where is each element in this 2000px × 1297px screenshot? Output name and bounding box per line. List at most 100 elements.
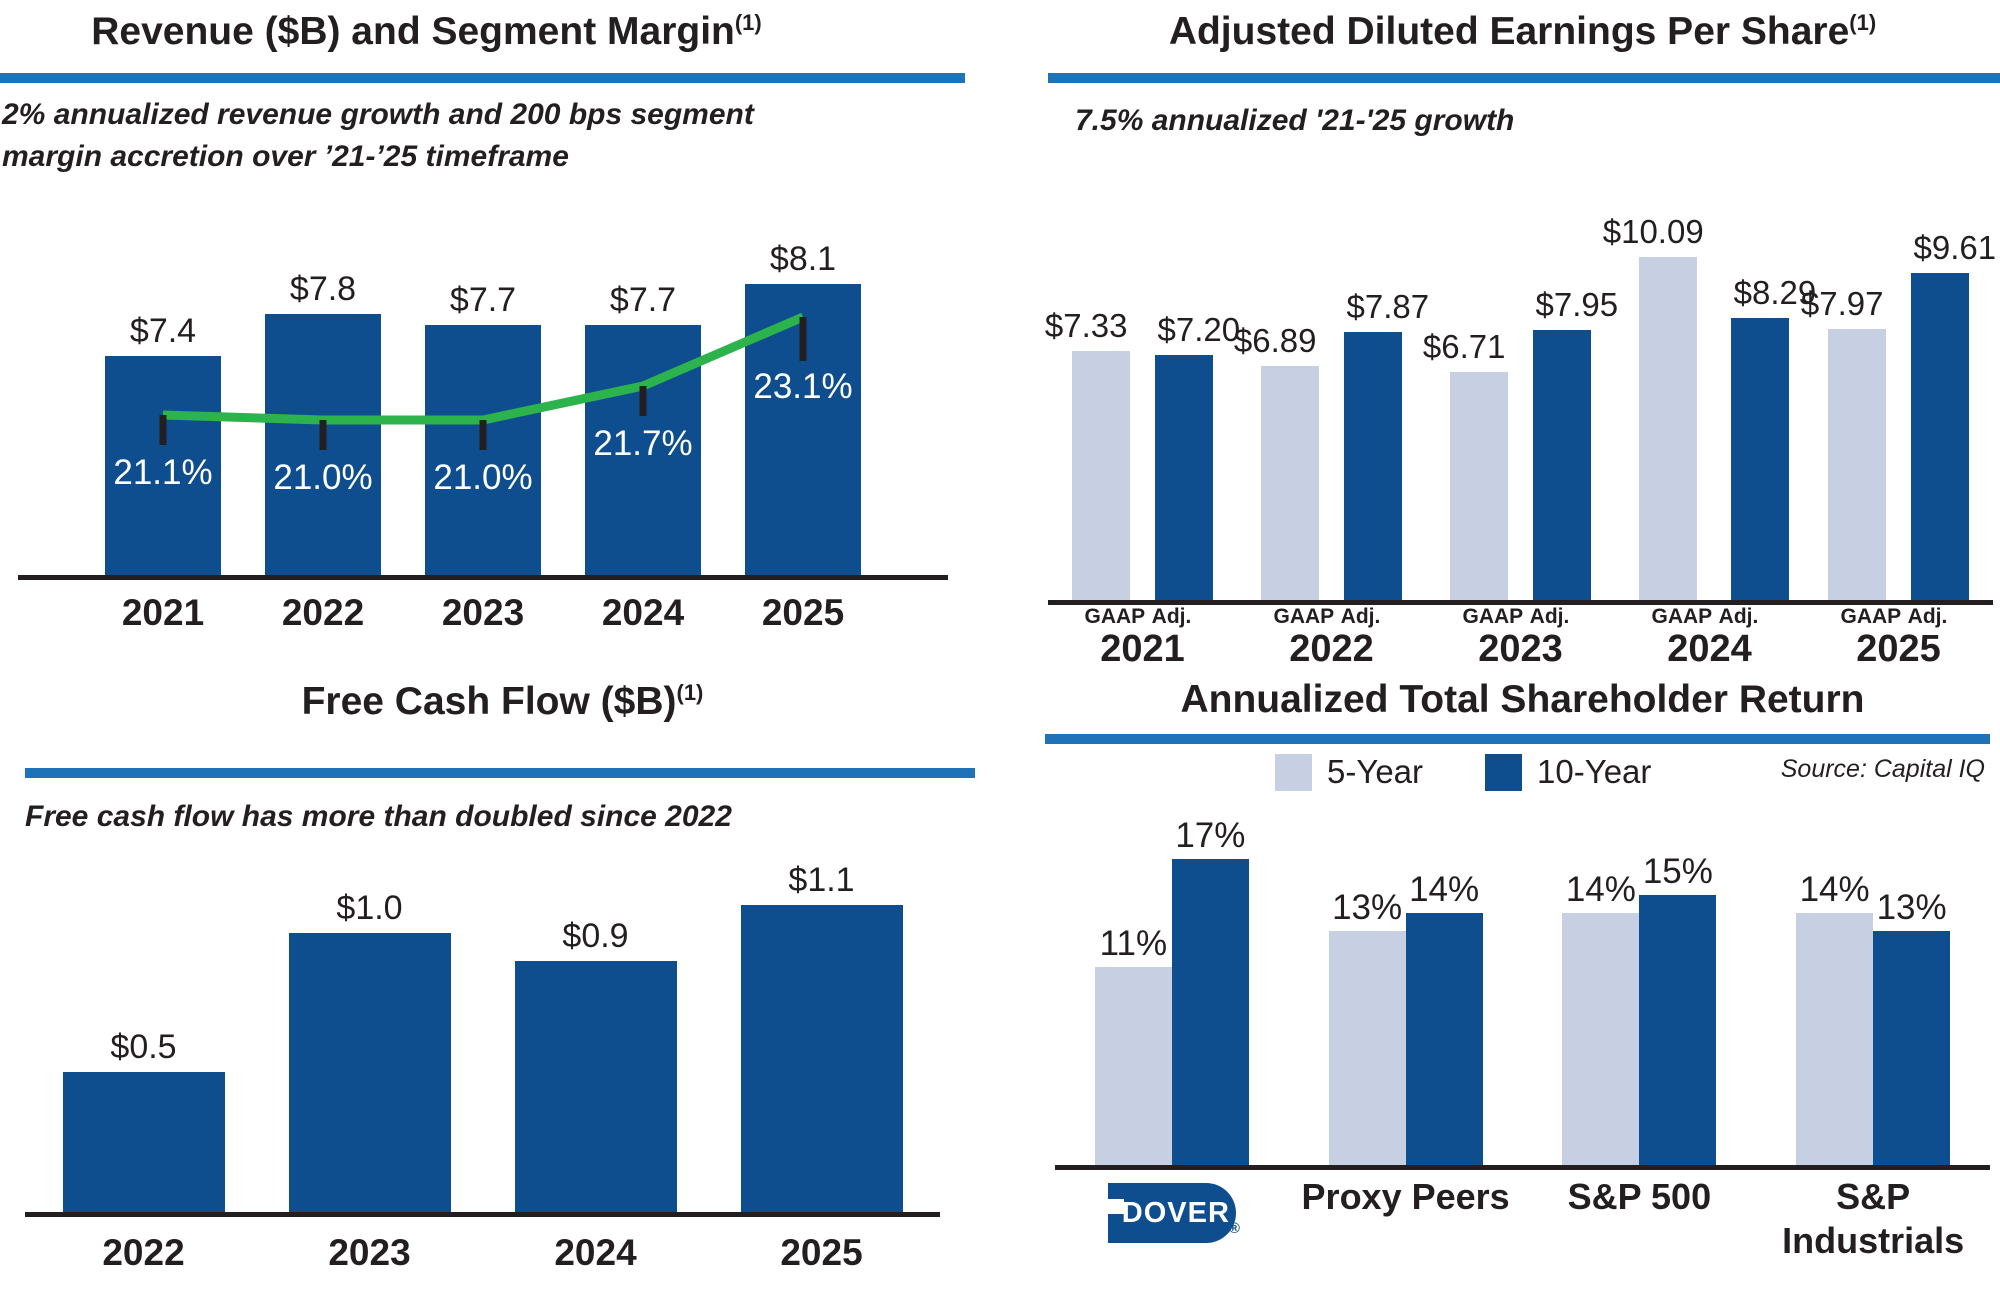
sublabel-gaap: GAAP [1840,605,1902,628]
eps-chart: $7.33 $7.20 $6.89 $7.87 $6.71 $7.95 $10.09 $8.2… [1044,190,1996,605]
x-tick-label-2024: 2024 [601,592,685,633]
gaap-adj-sublabels: GAAP Adj. [1085,605,1201,629]
tsr-bar-5-year-1 [1328,931,1406,1165]
tsr-5-year-value-label: 13% [1332,888,1403,927]
tsr-legend: 5-Year 10-Year [1275,753,1651,791]
revenue-chart-title: Revenue ($B) and Segment Margin(1) [0,10,965,54]
sublabel-adj: Adj. [1907,605,1948,628]
fcf-bar-2025 [740,905,903,1212]
revenue-bar-2023 [425,325,541,575]
x-tick-label-2024: 2024 [1667,628,1752,670]
footnote-marker: (1) [1849,10,1877,35]
tsr-bar-10-year-2 [1639,895,1717,1165]
sublabel-gaap: GAAP [1273,605,1335,628]
eps-gaap-value-label: $6.89 [1233,322,1317,359]
tsr-10-year-value-label: 17% [1175,816,1246,855]
title-divider [25,768,975,778]
legend-label: 5-Year [1327,753,1424,790]
fcf-bar-2022 [62,1072,225,1212]
tsr-5-year-value-label: 14% [1799,870,1870,909]
eps-bar-adj-2024 [1730,318,1789,600]
eps-x-group-2024: GAAP Adj. 2024 [1615,605,1804,669]
sublabel-adj: Adj. [1340,605,1381,628]
sublabel-gaap: GAAP [1462,605,1524,628]
eps-gaap-value-label: $7.97 [1800,285,1884,322]
x-tick-label: Proxy Peers [1301,1176,1510,1217]
eps-group-2021: $7.33 $7.20 [1044,307,1240,600]
x-tick-label-2022: 2022 [1289,628,1374,670]
revenue-bar-value-label: $7.4 [129,312,197,350]
eps-bar-adj-2023 [1532,330,1591,600]
dover-logo: DOVER ® [1107,1183,1240,1243]
eps-adj-value-label: $9.61 [1913,229,1997,266]
tsr-x-group-1: Proxy Peers [1289,1175,1523,1263]
legend-swatch-5-year [1275,753,1312,791]
title-divider [0,73,965,83]
eps-gaap-value-label: $10.09 [1602,213,1704,250]
segment-margin-label-2023: 21.0% [433,458,533,497]
x-tick-label-2025: 2025 [761,592,845,633]
fcf-bar-value-label: $0.5 [110,1028,177,1066]
eps-group-2024: $10.09 $8.29 [1603,215,1816,600]
footnote-marker: (1) [734,10,762,35]
legend-item-5-year: 5-Year [1275,753,1423,791]
fcf-bar-value-label: $1.1 [788,861,855,899]
tsr-5-year-value-label: 14% [1565,870,1636,909]
tsr-group-Proxy Peers: 13% 14% [1289,870,1523,1165]
eps-bar-gaap-2022 [1261,366,1320,600]
fcf-bar-value-label: $1.0 [336,889,403,927]
eps-x-group-2021: GAAP Adj. 2021 [1048,605,1237,669]
x-tick-label-2023: 2023 [328,1232,411,1273]
eps-x-group-2023: GAAP Adj. 2023 [1426,605,1615,669]
segment-margin-label-2025: 23.1% [753,367,853,406]
registered-trademark-icon: ® [1228,1220,1240,1237]
dover-logo-text: DOVER [1121,1197,1230,1229]
fcf-bar-2024 [514,961,677,1212]
x-tick-label-2023: 2023 [441,592,525,633]
revenue-bar-value-label: $7.7 [449,281,517,319]
revenue-bar-value-label: $7.7 [609,281,677,319]
tsr-chart-title: Annualized Total Shareholder Return [1045,678,2000,722]
tsr-chart: 11% 17% 13% 14% 14% 15% 14% 13% [1055,818,1990,1170]
tsr-10-year-value-label: 14% [1409,870,1480,909]
x-tick-label-2021: 2021 [121,592,205,633]
tsr-bar-10-year-3 [1873,931,1951,1165]
title-text: Adjusted Diluted Earnings Per Share [1168,10,1850,53]
revenue-bar-2025 [745,284,861,575]
eps-x-axis: GAAP Adj. 2021 GAAP Adj. 2022 GAAP Adj. 2023 GAAP… [1048,605,1993,669]
tsr-x-group-0: DOVER ® [1055,1175,1289,1263]
title-divider [1045,734,1990,744]
tsr-bar-5-year-3 [1796,913,1874,1165]
eps-x-group-2025: GAAP Adj. 2025 [1804,605,1993,669]
eps-gaap-value-label: $7.33 [1044,307,1128,344]
tsr-bar-10-year-1 [1405,913,1483,1165]
tsr-x-group-2: S&P 500 [1523,1175,1757,1263]
eps-adj-value-label: $7.95 [1535,286,1619,323]
x-tick-label-2025: 2025 [780,1232,863,1273]
fcf-chart: $0.5 $1.0 $0.9 $1.1 [25,863,940,1217]
tsr-bar-5-year-0 [1094,967,1172,1165]
sublabel-gaap: GAAP [1651,605,1713,628]
eps-bar-gaap-2023 [1450,372,1509,600]
title-text: Free Cash Flow ($B) [301,680,677,723]
tsr-group-S&P 500: 14% 15% [1523,854,1757,1165]
eps-bar-adj-2022 [1343,332,1402,600]
x-tick-label-2021: 2021 [1100,628,1185,670]
x-tick-label-2022: 2022 [281,592,365,633]
x-tick-label: S&P 500 [1567,1176,1712,1217]
tsr-panel: Annualized Total Shareholder Return 5-Ye… [1045,660,2000,1297]
eps-x-group-2022: GAAP Adj. 2022 [1237,605,1426,669]
gaap-adj-sublabels: GAAP Adj. [1463,605,1579,629]
source-attribution: Source: Capital IQ [1780,755,1985,783]
fcf-bar-value-label: $0.9 [562,917,629,955]
tsr-bar-10-year-0 [1171,859,1249,1165]
segment-margin-label-2024: 21.7% [593,424,693,463]
fcf-panel: Free Cash Flow ($B)(1) Free cash flow ha… [0,660,975,1297]
title-divider [1048,73,2000,83]
sublabel-adj: Adj. [1529,605,1570,628]
x-tick-label-2025: 2025 [1856,628,1941,670]
tsr-group-DOVER: 11% 17% [1055,816,1289,1165]
eps-bar-adj-2021 [1154,355,1213,600]
eps-bar-gaap-2021 [1072,351,1131,600]
x-tick-label: S&P Industrials [1782,1176,1965,1261]
